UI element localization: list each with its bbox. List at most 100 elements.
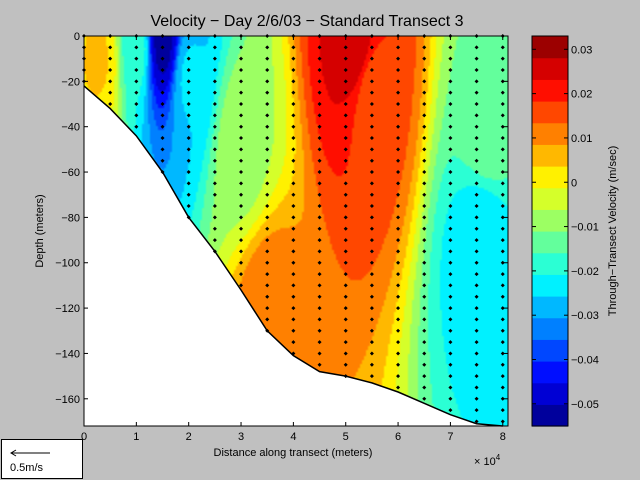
sample-point [291, 192, 296, 197]
sample-point [369, 68, 374, 73]
sample-point [448, 351, 453, 356]
sample-point [317, 192, 322, 197]
scale-legend: 0.5m/s [1, 439, 83, 479]
sample-point [474, 181, 479, 186]
sample-point [500, 45, 505, 50]
sample-point [291, 294, 296, 299]
sample-point [448, 147, 453, 152]
sample-point [239, 79, 244, 84]
sample-point [317, 204, 322, 209]
sample-point [422, 136, 427, 141]
sample-point [317, 215, 322, 220]
sample-point [343, 260, 348, 265]
sample-point [448, 249, 453, 254]
sample-point [239, 226, 244, 231]
sample-point [396, 385, 401, 390]
x-tick-label: 6 [395, 431, 401, 443]
y-tick-label: −140 [55, 348, 80, 360]
sample-point [343, 215, 348, 220]
sample-point [108, 45, 113, 50]
sample-point [343, 124, 348, 129]
sample-point [265, 68, 270, 73]
sample-point [160, 158, 165, 163]
colorbar-band [532, 339, 568, 362]
sample-point [474, 102, 479, 107]
sample-point [422, 374, 427, 379]
sample-point [448, 328, 453, 333]
sample-point [474, 192, 479, 197]
x-tick-label: 3 [238, 431, 244, 443]
sample-point [212, 158, 217, 163]
colorbar-bands [532, 36, 568, 427]
sample-point [317, 79, 322, 84]
sample-point [160, 102, 165, 107]
sample-point [134, 68, 139, 73]
sample-point [422, 249, 427, 254]
colorbar-band [532, 166, 568, 189]
sample-point [448, 362, 453, 367]
sample-point [291, 283, 296, 288]
sample-point [134, 102, 139, 107]
sample-point [396, 113, 401, 118]
sample-point [422, 102, 427, 107]
sample-point [448, 158, 453, 163]
sample-point [396, 124, 401, 129]
sample-point [474, 328, 479, 333]
sample-point [369, 272, 374, 277]
sample-point [212, 45, 217, 50]
sample-point [239, 170, 244, 175]
sample-point [369, 45, 374, 50]
sample-point [186, 79, 191, 84]
sample-point [448, 136, 453, 141]
sample-point [422, 385, 427, 390]
sample-point [160, 124, 165, 129]
sample-point [422, 351, 427, 356]
sample-point [291, 79, 296, 84]
colorbar-tick-label: 0.03 [571, 44, 592, 56]
sample-point [343, 272, 348, 277]
sample-point [474, 249, 479, 254]
colorbar-label: Through−Transect Velocity (m/sec) [607, 146, 619, 316]
sample-point [448, 226, 453, 231]
sample-point [474, 90, 479, 95]
sample-point [500, 385, 505, 390]
sample-point [500, 306, 505, 311]
sample-point [396, 226, 401, 231]
sample-point [291, 215, 296, 220]
sample-point [396, 362, 401, 367]
sample-point [448, 260, 453, 265]
sample-point [343, 204, 348, 209]
sample-point [186, 158, 191, 163]
sample-point [343, 249, 348, 254]
sample-point [448, 294, 453, 299]
sample-point [317, 272, 322, 277]
sample-point [448, 113, 453, 118]
sample-point [291, 351, 296, 356]
sample-point [422, 306, 427, 311]
sample-point [343, 102, 348, 107]
sample-point [265, 294, 270, 299]
sample-point [369, 170, 374, 175]
sample-point [500, 192, 505, 197]
sample-point [448, 408, 453, 413]
sample-point [239, 68, 244, 73]
sample-point [448, 124, 453, 129]
sample-point [186, 136, 191, 141]
colorbar-band [532, 144, 568, 167]
sample-point [500, 136, 505, 141]
colorbar-tick-label: 0 [571, 177, 577, 189]
sample-point [291, 340, 296, 345]
sample-point [422, 396, 427, 401]
sample-point [265, 45, 270, 50]
sample-point [448, 56, 453, 61]
sample-point [239, 113, 244, 118]
colorbar-band [532, 187, 568, 210]
sample-point [317, 113, 322, 118]
sample-point [108, 102, 113, 107]
sample-point [369, 362, 374, 367]
sample-point [317, 283, 322, 288]
sample-point [448, 306, 453, 311]
sample-point [317, 249, 322, 254]
sample-point [317, 124, 322, 129]
sample-point [265, 170, 270, 175]
